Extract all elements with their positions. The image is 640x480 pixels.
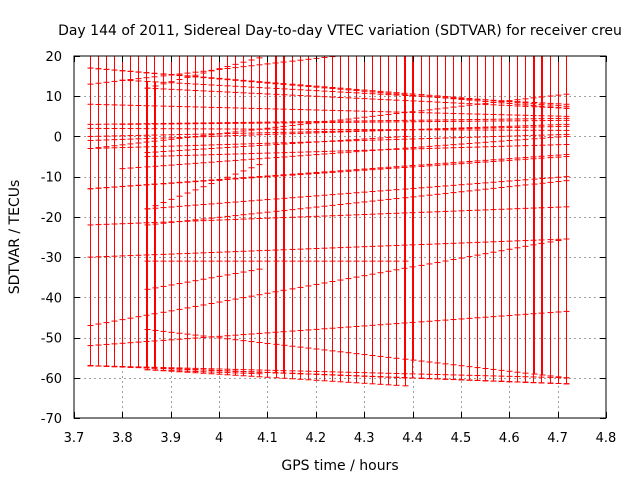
y-tick-label: -10 <box>41 171 62 186</box>
series-sat-7 <box>87 238 570 385</box>
plot-frame <box>73 55 607 419</box>
y-tick-label: -70 <box>41 412 62 427</box>
series-sat-11 <box>144 135 409 387</box>
chart-title: Day 144 of 2011, Sidereal Day-to-day VTE… <box>58 23 622 39</box>
x-tick-label: 4.5 <box>451 431 472 446</box>
series-sat-5 <box>87 56 570 385</box>
x-tick-label: 4.1 <box>257 431 278 446</box>
y-tick-label: -40 <box>41 291 62 306</box>
y-tick-label: -50 <box>41 332 62 347</box>
series-sat-1 <box>87 67 570 190</box>
tick-layer: 3.7 3.8 3.9 4 4.1 4.2 4.3 4.4 4.5 4.6 4.7 4.8 20 10 0 -… <box>41 50 617 446</box>
series-sat-12 <box>144 164 263 375</box>
x-axis-label: GPS time / hours <box>281 458 398 474</box>
x-tick-label: 3.7 <box>64 431 85 446</box>
y-tick-label: -60 <box>41 372 62 387</box>
x-tick-label: 4.4 <box>402 431 423 446</box>
y-tick-label: 10 <box>45 90 62 105</box>
x-tick-label: 3.8 <box>112 431 133 446</box>
x-tick-label: 4.3 <box>354 431 375 446</box>
x-tick-label: 4.8 <box>596 431 617 446</box>
y-axis-label: SDTVAR / TECUs <box>7 180 23 295</box>
x-tick-label: 4.6 <box>499 431 520 446</box>
series-sat-2 <box>87 67 570 141</box>
series-sat-3 <box>87 117 570 150</box>
x-tick-label: 4.7 <box>547 431 568 446</box>
y-tick-label: -20 <box>41 211 62 226</box>
data-layer <box>87 56 570 387</box>
y-tick-label: 20 <box>45 50 62 65</box>
y-tick-label: -30 <box>41 251 62 266</box>
x-tick-label: 4 <box>215 431 223 446</box>
x-tick-label: 4.2 <box>305 431 326 446</box>
y-tick-label: 0 <box>54 130 62 145</box>
series-sat-6 <box>87 93 570 385</box>
x-tick-label: 3.9 <box>160 431 181 446</box>
series-sat-4 <box>87 56 570 379</box>
